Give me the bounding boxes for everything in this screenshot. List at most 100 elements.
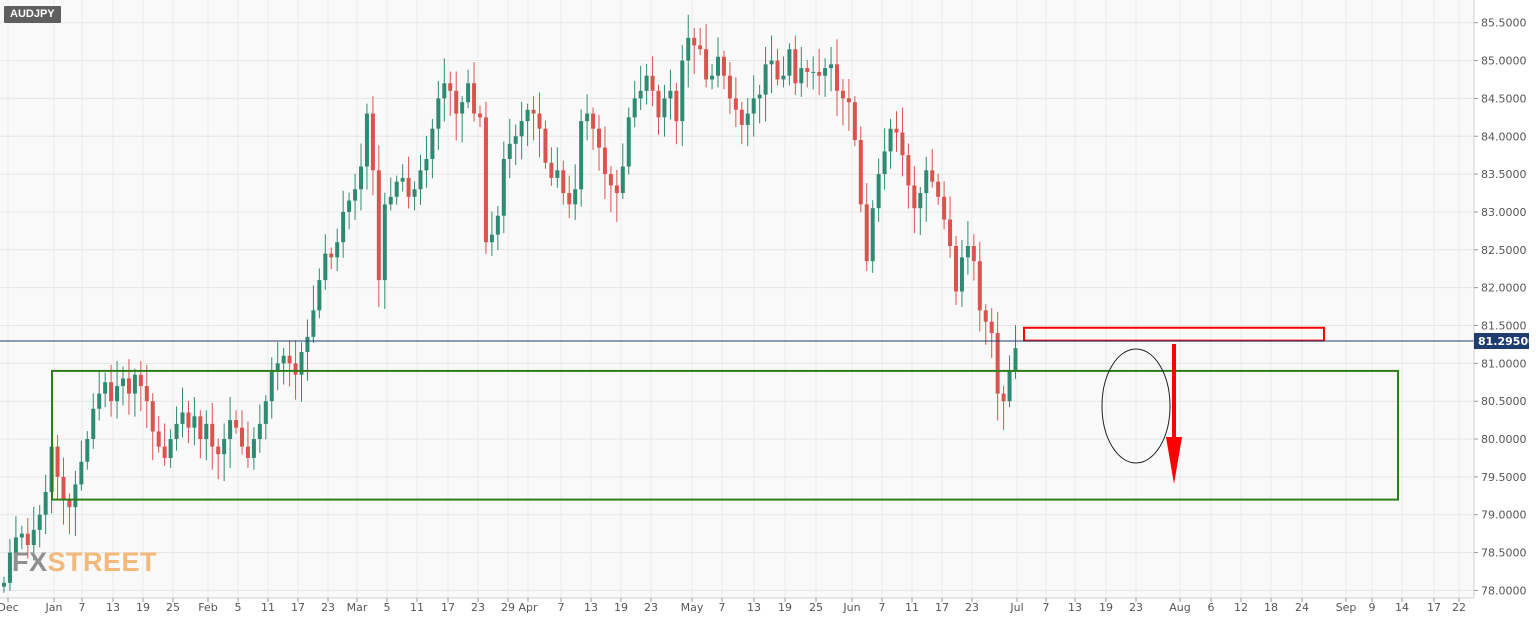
candle-up — [436, 98, 441, 129]
candle-up — [91, 408, 96, 440]
candle-down — [561, 170, 566, 194]
candle-up — [769, 60, 774, 65]
candle-down — [656, 90, 661, 118]
candle-up — [204, 423, 209, 440]
candle-up — [644, 75, 649, 91]
x-tick-label: 19 — [1099, 601, 1113, 614]
candle-up — [2, 582, 6, 587]
candle-down — [329, 253, 334, 258]
candle-down — [936, 181, 941, 197]
candle-down — [448, 83, 453, 91]
x-tick-label: 18 — [1264, 601, 1278, 614]
candle-down — [25, 533, 30, 546]
candle-up — [251, 439, 256, 458]
candle-down — [900, 132, 905, 156]
x-tick-label: 19 — [778, 601, 792, 614]
candle-up — [573, 189, 578, 205]
candle-down — [727, 75, 732, 99]
x-tick-label: 24 — [1295, 601, 1309, 614]
candle-down — [549, 162, 554, 178]
candle-up — [311, 310, 316, 337]
candle-up — [466, 83, 471, 103]
candle-down — [234, 420, 239, 428]
candle-up — [507, 143, 512, 159]
candle-up — [418, 170, 423, 190]
x-tick-label: Mar — [347, 601, 368, 614]
candle-down — [454, 90, 459, 114]
candle-up — [751, 98, 756, 114]
candle-down — [287, 355, 292, 364]
candle-down — [210, 423, 215, 447]
candles — [2, 14, 1018, 593]
x-tick-label: 13 — [584, 601, 598, 614]
candle-up — [85, 439, 90, 462]
candle-down — [61, 476, 66, 500]
x-tick-label: 6 — [1208, 601, 1215, 614]
candle-up — [799, 68, 804, 84]
candle-down — [912, 185, 917, 209]
candle-up — [579, 121, 584, 190]
candle-down — [948, 219, 953, 247]
candle-down — [126, 378, 131, 394]
candle-down — [567, 193, 572, 205]
candle-down — [156, 431, 161, 447]
x-tick-label: Apr — [518, 601, 538, 614]
candle-up — [174, 423, 179, 440]
candle-down — [608, 174, 613, 186]
candle-down — [977, 261, 982, 311]
x-tick-label: Aug — [1169, 601, 1190, 614]
candle-down — [602, 147, 607, 175]
x-axis: Dec Jan 7 13 19 25 Feb 5 11 17 23 Mar 5 11 17 23 29 Apr 7 1… — [0, 598, 1466, 614]
x-tick-label: 23 — [321, 601, 335, 614]
x-tick-label: 13 — [106, 601, 120, 614]
candle-up — [882, 151, 887, 175]
candle-up — [257, 423, 262, 440]
y-tick-label: 79.0000 — [1481, 509, 1527, 522]
candle-up — [121, 378, 125, 387]
y-tick-label: 82.0000 — [1481, 282, 1527, 295]
x-tick-label: 7 — [879, 601, 886, 614]
candle-up — [305, 336, 310, 352]
candle-down — [995, 333, 1000, 394]
candle-up — [745, 113, 750, 125]
candle-up — [823, 68, 828, 76]
candle-down — [591, 113, 596, 129]
candle-up — [965, 246, 970, 258]
candle-up — [811, 71, 816, 73]
candle-down — [930, 170, 935, 182]
x-tick-label: 13 — [1068, 601, 1082, 614]
x-tick-label: 14 — [1395, 601, 1409, 614]
candle-up — [757, 94, 762, 99]
candle-up — [662, 98, 667, 118]
candle-down — [775, 60, 780, 80]
candle-down — [692, 37, 697, 46]
candle-down — [954, 246, 958, 292]
candle-up — [460, 102, 465, 114]
grid-lines — [0, 0, 1474, 598]
candle-down — [817, 71, 822, 76]
candle-up — [781, 75, 786, 80]
y-tick-label: 79.5000 — [1481, 471, 1527, 484]
candle-up — [829, 64, 834, 69]
x-tick-label: Jun — [842, 601, 860, 614]
candle-up — [359, 166, 363, 190]
candle-down — [805, 68, 810, 72]
candle-up — [501, 158, 506, 216]
candle-down — [733, 98, 738, 110]
candle-up — [323, 253, 328, 281]
candle-down — [186, 412, 191, 428]
x-tick-label: 13 — [747, 601, 761, 614]
x-tick-label: 5 — [384, 601, 391, 614]
x-tick-label: 23 — [644, 601, 658, 614]
candle-up — [412, 189, 417, 197]
x-tick-label: 29 — [501, 601, 515, 614]
candle-down — [537, 113, 542, 129]
candle-up — [585, 113, 590, 122]
candle-up — [97, 393, 102, 409]
candle-down — [852, 102, 857, 141]
candle-up — [1007, 370, 1012, 402]
current-price-label: 81.29500 — [1478, 335, 1536, 348]
y-tick-label: 85.5000 — [1481, 17, 1527, 30]
candle-down — [983, 310, 988, 322]
